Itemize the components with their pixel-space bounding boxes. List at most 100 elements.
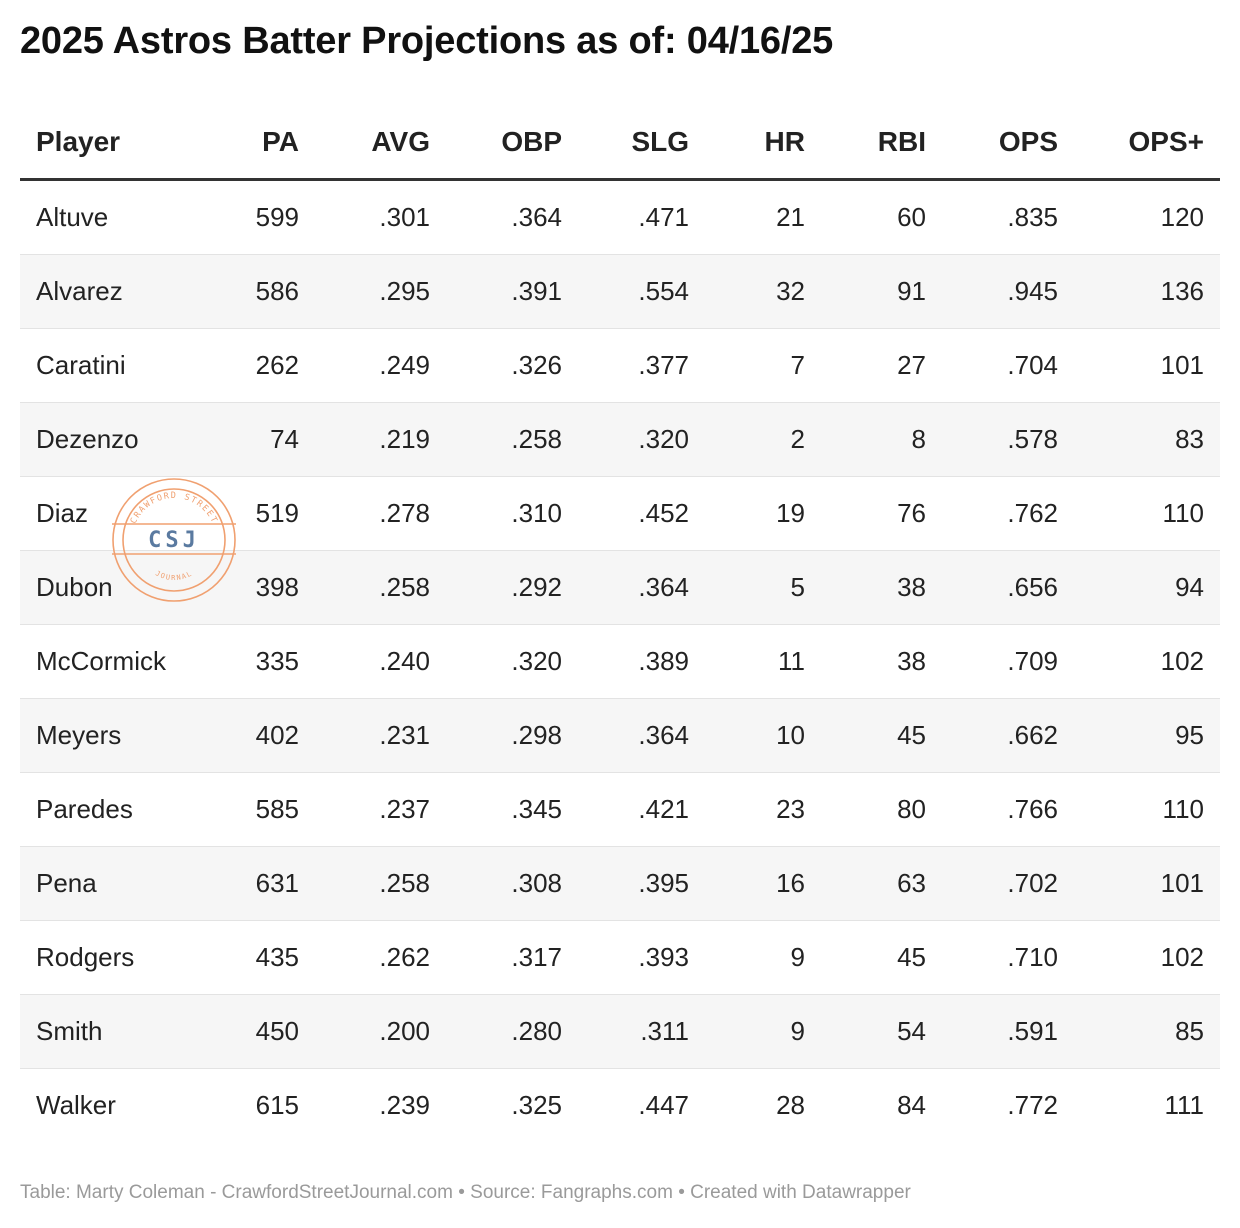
table-row: Walker 615 .239 .325 .447 28 84 .772 111 (20, 1069, 1220, 1143)
stat-cell: 101 (1074, 328, 1220, 403)
stat-cell: .258 (446, 402, 578, 477)
stat-cell: 585 (190, 772, 315, 847)
player-name-cell: Meyers (20, 698, 190, 773)
stat-cell: 8 (821, 402, 942, 477)
stat-cell: 9 (705, 920, 821, 995)
logo-outer-ring (112, 478, 236, 602)
player-name-cell: Smith (20, 994, 190, 1069)
table-row: Caratini 262.249.326.377 7 27.704 101 (20, 328, 1220, 403)
stat-cell: .447 (638, 1090, 689, 1120)
stat-cell: .219 (315, 402, 446, 477)
stat-cell: 111 (1164, 1090, 1204, 1120)
column-header: OPS+ (1074, 106, 1220, 181)
stat-cell: 335 (190, 624, 315, 699)
column-header: SLG (578, 106, 705, 181)
stat-cell: .772 (1007, 1090, 1058, 1120)
stat-cell: 27 (821, 328, 942, 403)
stat-cell: 45 (821, 920, 942, 995)
stat-cell: .258 (315, 550, 446, 625)
stat-cell: .240 (315, 624, 446, 699)
player-name-cell: Alvarez (20, 254, 190, 329)
stat-cell: 45 (821, 698, 942, 773)
table-row: Alvarez 586.295.391.554 32 91.945 136 (20, 254, 1220, 329)
stat-cell: 5 (705, 550, 821, 625)
stat-cell: .471 (578, 179, 705, 255)
stat-cell: .280 (446, 994, 578, 1069)
stat-cell: 262 (190, 328, 315, 403)
stat-cell: .326 (446, 328, 578, 403)
stat-cell: .320 (578, 402, 705, 477)
stat-cell: .295 (315, 254, 446, 329)
stat-cell: .578 (942, 402, 1074, 477)
stat-cell: .237 (315, 772, 446, 847)
logo-top-text: CRAWFORD STREET (129, 491, 220, 526)
stat-cell: .835 (942, 179, 1074, 255)
logo-inner-ring (122, 488, 226, 592)
stat-cell: .710 (942, 920, 1074, 995)
column-header: Player (20, 106, 190, 181)
column-header: OBP (446, 106, 578, 181)
stat-cell: 63 (821, 846, 942, 921)
stat-cell: 101 (1074, 846, 1220, 921)
stat-cell: .391 (446, 254, 578, 329)
column-header: PA (190, 106, 315, 181)
stat-cell: 38 (821, 550, 942, 625)
table-row: Paredes 585.237.345.421 23 80.766 110 (20, 772, 1220, 847)
stat-cell: 54 (821, 994, 942, 1069)
stat-cell: 435 (190, 920, 315, 995)
table-title: 2025 Astros Batter Projections as of: 04… (20, 20, 834, 62)
stat-cell: .945 (942, 254, 1074, 329)
stat-cell: .421 (578, 772, 705, 847)
stat-cell: 120 (1074, 179, 1220, 255)
player-name-cell: Diaz (20, 476, 190, 551)
player-name-cell: Pena (20, 846, 190, 921)
column-header: HR (705, 106, 821, 181)
stat-cell: .656 (942, 550, 1074, 625)
stat-cell: .278 (315, 476, 446, 551)
player-name-cell: Paredes (20, 772, 190, 847)
stat-cell: .364 (578, 550, 705, 625)
stat-cell: .308 (446, 846, 578, 921)
stat-cell: .292 (446, 550, 578, 625)
stat-cell: .377 (578, 328, 705, 403)
stat-cell: 615 (255, 1090, 299, 1120)
stat-cell: .345 (446, 772, 578, 847)
stat-cell: .766 (942, 772, 1074, 847)
table-row: Diaz 519.278.310.452 19 76.762 110 (20, 476, 1220, 551)
stat-cell: 110 (1074, 772, 1220, 847)
stat-cell: 23 (705, 772, 821, 847)
stat-cell: 83 (1074, 402, 1220, 477)
header-row: Player PA AVG OBP SLG HR RBI OPS OPS+ (20, 106, 1220, 181)
stat-cell: 21 (705, 179, 821, 255)
stat-cell: 586 (190, 254, 315, 329)
stat-cell: .325 (511, 1090, 562, 1120)
stat-cell: 85 (1074, 994, 1220, 1069)
stat-cell: .452 (578, 476, 705, 551)
stat-cell: .709 (942, 624, 1074, 699)
table-footer: Table: Marty Coleman - CrawfordStreetJou… (20, 1182, 911, 1203)
stat-cell: 84 (897, 1090, 926, 1120)
stat-cell: 32 (705, 254, 821, 329)
stat-cell: .554 (578, 254, 705, 329)
player-name-cell: Dubon (20, 550, 190, 625)
stat-cell: .249 (315, 328, 446, 403)
stat-cell: .311 (578, 994, 705, 1069)
stat-cell: .395 (578, 846, 705, 921)
column-header: AVG (315, 106, 446, 181)
stat-cell: .364 (446, 179, 578, 255)
stat-cell: 631 (190, 846, 315, 921)
stat-cell: 2 (705, 402, 821, 477)
stat-cell: .317 (446, 920, 578, 995)
stat-cell: .301 (315, 179, 446, 255)
stat-cell: 91 (821, 254, 942, 329)
stat-cell: .310 (446, 476, 578, 551)
logo-center-text: CSJ (148, 528, 200, 553)
player-name-cell: McCormick (20, 624, 190, 699)
stat-cell: .231 (315, 698, 446, 773)
stat-cell: 102 (1074, 624, 1220, 699)
stat-cell: .704 (942, 328, 1074, 403)
stat-cell: .262 (315, 920, 446, 995)
projections-table: Player PA AVG OBP SLG HR RBI OPS OPS+ Altuve 599.… (20, 106, 1220, 1142)
stat-cell: 76 (821, 476, 942, 551)
stat-cell: 599 (190, 179, 315, 255)
